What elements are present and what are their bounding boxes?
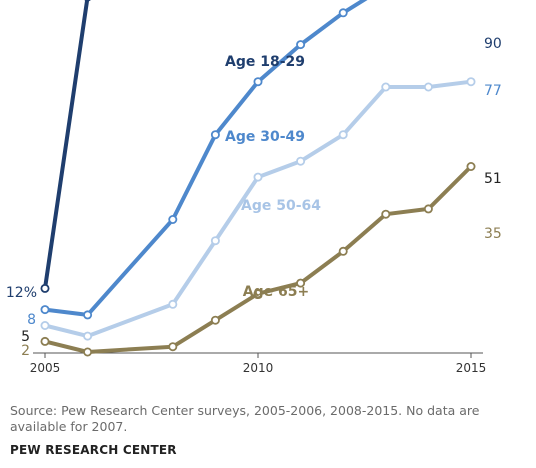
data-point xyxy=(466,161,476,171)
data-point xyxy=(210,130,220,140)
data-point xyxy=(83,331,93,341)
series-end-label: 35 xyxy=(484,226,502,242)
data-point xyxy=(296,156,306,166)
data-point xyxy=(296,278,306,288)
data-point xyxy=(381,82,391,92)
data-point xyxy=(253,172,263,182)
series-start-label: 2 xyxy=(21,343,30,359)
series-start-label: 8 xyxy=(27,312,36,328)
data-point xyxy=(381,209,391,219)
brand-label: PEW RESEARCH CENTER xyxy=(10,443,177,457)
x-tick-label: 2015 xyxy=(456,361,487,375)
series-name-label: Age 18-29 xyxy=(225,54,305,70)
data-point xyxy=(168,299,178,309)
data-point xyxy=(168,214,178,224)
data-point xyxy=(338,130,348,140)
data-point xyxy=(253,77,263,87)
data-point xyxy=(83,310,93,320)
series-name-label: Age 30-49 xyxy=(225,129,305,145)
series-end-label: 51 xyxy=(484,171,502,187)
data-point xyxy=(296,40,306,50)
series-name-label: Age 65+ xyxy=(243,284,309,300)
data-point xyxy=(84,0,91,2)
line-chart: 2005 2010 2015 Age 18-29 Age 30-49 Age 50-64… xyxy=(6,0,502,375)
data-point xyxy=(40,320,50,330)
series-labels: Age 18-29 Age 30-49 Age 50-64 Age 65+ 12% 852… xyxy=(6,36,502,359)
data-point xyxy=(168,342,178,352)
x-tick-label: 2010 xyxy=(243,361,274,375)
series-start-label: 12% xyxy=(6,285,37,301)
series-name-label: Age 50-64 xyxy=(241,198,321,214)
data-point xyxy=(423,204,433,214)
x-tick-label: 2005 xyxy=(30,361,61,375)
data-point xyxy=(40,336,50,346)
data-point xyxy=(423,82,433,92)
series-line xyxy=(43,0,368,317)
series-lines xyxy=(40,0,476,357)
source-note: Source: Pew Research Center surveys, 200… xyxy=(10,403,480,434)
data-point xyxy=(338,246,348,256)
x-axis-ticks: 2005 2010 2015 xyxy=(30,353,487,375)
data-point xyxy=(210,236,220,246)
data-point xyxy=(83,347,93,357)
series-end-label: 90 xyxy=(484,36,502,52)
data-point xyxy=(466,77,476,87)
series-line xyxy=(43,164,473,354)
data-point xyxy=(253,289,263,299)
data-point xyxy=(40,305,50,315)
series-start-label: 5 xyxy=(21,329,30,345)
data-point xyxy=(40,283,50,293)
data-point xyxy=(338,8,348,18)
series-end-label: 77 xyxy=(484,83,502,99)
data-point xyxy=(210,315,220,325)
series-line xyxy=(43,79,473,339)
